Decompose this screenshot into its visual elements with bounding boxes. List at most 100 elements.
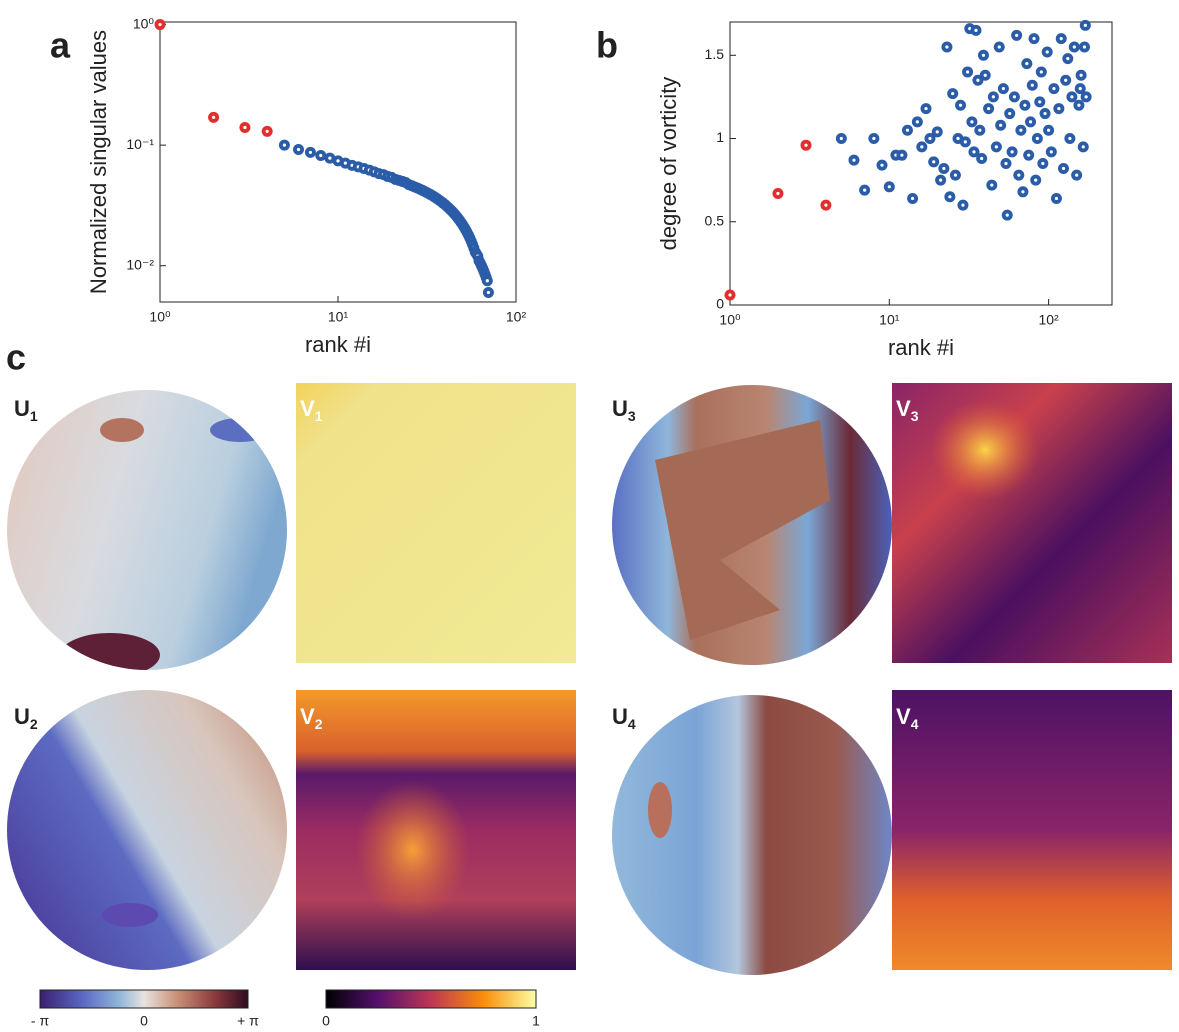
point-center <box>1082 45 1087 49</box>
colorbar <box>39 989 249 1009</box>
point-center <box>1077 103 1081 107</box>
map-label: V3 <box>896 396 919 424</box>
phase-map <box>7 690 287 970</box>
map-label: U1 <box>14 396 38 424</box>
point <box>835 133 847 145</box>
map-index: 2 <box>315 716 323 732</box>
x-tick-label: 10⁰ <box>719 312 741 328</box>
point-center <box>343 161 347 165</box>
point <box>938 162 950 174</box>
point <box>1019 99 1031 111</box>
point-center <box>852 158 856 162</box>
point <box>1057 162 1069 174</box>
point <box>935 174 947 186</box>
map-letter: U <box>612 396 628 421</box>
y-tick-label: 0.5 <box>705 212 725 228</box>
map-letter: U <box>14 704 30 729</box>
x-tick-label: 10¹ <box>879 312 900 328</box>
point-center <box>1057 106 1061 111</box>
point <box>1045 146 1057 158</box>
map-letter: V <box>896 704 911 729</box>
point-center <box>1064 78 1068 82</box>
point-center <box>328 156 332 160</box>
colorbar <box>325 989 537 1009</box>
point-center <box>915 120 919 124</box>
point-center <box>978 128 982 132</box>
map-index: 3 <box>911 408 919 424</box>
point-center <box>986 106 991 111</box>
point <box>1011 29 1023 41</box>
point-center <box>1041 161 1045 166</box>
point <box>920 103 932 115</box>
map-index: 2 <box>30 716 38 732</box>
point <box>1080 91 1092 103</box>
point-center <box>900 153 904 157</box>
point <box>1074 83 1086 95</box>
point <box>995 119 1007 131</box>
point <box>1015 124 1027 136</box>
point <box>901 124 913 136</box>
map-index: 3 <box>628 408 636 424</box>
point <box>1048 83 1060 95</box>
point <box>1078 41 1090 53</box>
point <box>955 99 967 111</box>
point-center <box>1035 136 1039 141</box>
panel-letter: c <box>6 337 26 378</box>
heatmap <box>296 383 1172 970</box>
point-center <box>1004 161 1008 166</box>
point-center <box>965 70 970 74</box>
map-index: 4 <box>628 716 636 732</box>
colorbar-label: 1 <box>532 1013 540 1029</box>
point <box>154 19 166 31</box>
point <box>1068 41 1080 53</box>
point-center <box>319 153 323 158</box>
point-center <box>1047 128 1051 132</box>
point <box>968 146 980 158</box>
point <box>962 66 974 78</box>
point <box>208 111 220 123</box>
point <box>278 139 290 151</box>
point <box>1008 91 1020 103</box>
point-center <box>997 45 1001 49</box>
x-axis-label: rank #i <box>888 335 954 360</box>
point <box>724 289 736 301</box>
point <box>1030 174 1042 186</box>
point-center <box>1061 166 1066 171</box>
point-center <box>776 191 780 196</box>
point <box>986 179 998 191</box>
point <box>1026 79 1038 91</box>
point <box>481 275 493 287</box>
point <box>1028 33 1040 45</box>
colorbar-label: + π <box>237 1013 259 1029</box>
point-center <box>924 106 928 111</box>
point <box>983 103 995 115</box>
point-center <box>970 120 974 124</box>
point-center <box>336 159 340 163</box>
point-center <box>1010 150 1014 154</box>
phase-map <box>612 385 892 665</box>
y-axis-label: degree of vorticity <box>656 77 681 251</box>
map-label: V4 <box>896 704 919 732</box>
map-letter: V <box>300 396 315 421</box>
point-center <box>1070 95 1074 99</box>
point-center <box>880 163 884 167</box>
point-center <box>728 293 732 297</box>
point <box>1060 74 1072 86</box>
x-tick-label: 10⁰ <box>149 309 171 325</box>
map-index: 1 <box>315 408 323 424</box>
point <box>966 116 978 128</box>
point <box>896 149 908 161</box>
plot-frame <box>729 21 1113 306</box>
point <box>1006 146 1018 158</box>
point <box>1021 58 1033 70</box>
panel-letter: b <box>596 25 618 66</box>
point <box>868 133 880 145</box>
point <box>1077 141 1089 153</box>
map-index: 1 <box>30 408 38 424</box>
point-center <box>928 136 932 141</box>
point <box>979 69 991 81</box>
point <box>239 122 251 134</box>
point-center <box>308 150 313 155</box>
point <box>482 286 494 298</box>
